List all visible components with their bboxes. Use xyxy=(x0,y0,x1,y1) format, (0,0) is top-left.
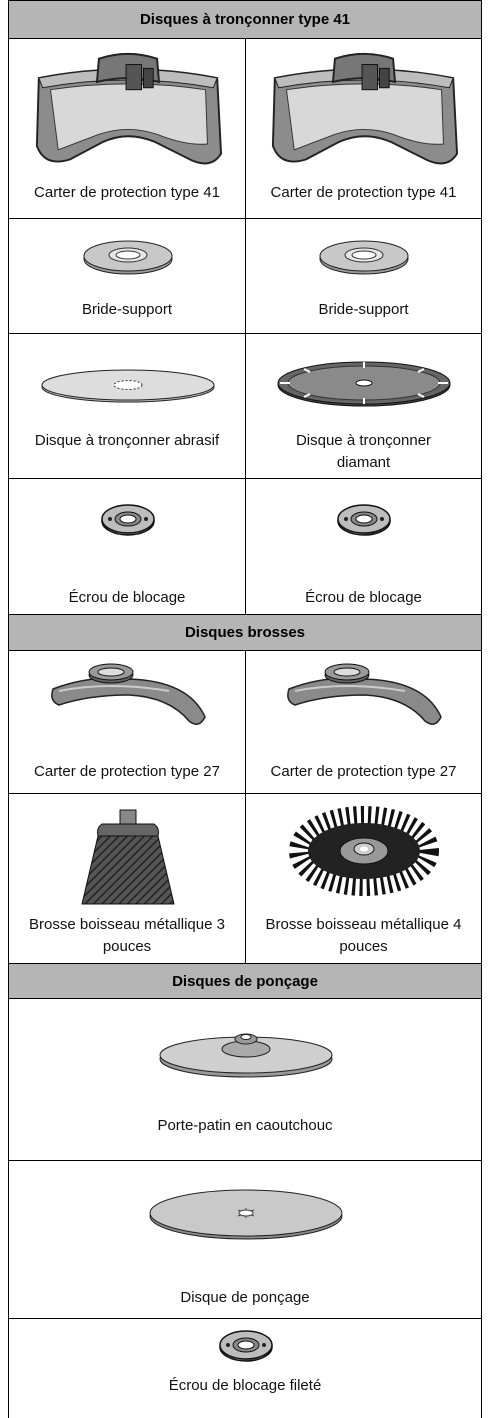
cell: Disque à tronçonner diamant xyxy=(245,333,482,479)
icon xyxy=(216,1325,276,1365)
cell: Carter de protection type 41 xyxy=(8,38,246,219)
cell: Disque à tronçonner abrasif xyxy=(8,333,246,479)
label: Carter de protection type 41 xyxy=(9,182,245,204)
label-text: Écrou de blocage xyxy=(68,589,186,606)
label-text: Disque à tronçonner diamant xyxy=(295,432,432,471)
cell: Bride-support xyxy=(8,218,246,334)
icon xyxy=(274,359,454,409)
label-text: Porte-patin en caoutchouc xyxy=(157,1117,333,1134)
label: Porte-patin en caoutchouc xyxy=(9,1115,481,1137)
icon xyxy=(98,499,158,539)
label-text: Brosse boisseau métallique 4 pouces xyxy=(265,916,462,955)
label: Bride-support xyxy=(246,299,481,321)
cell: Écrou de blocage xyxy=(8,478,246,615)
icon xyxy=(146,1183,346,1243)
icon xyxy=(38,366,218,406)
label-text: Carter de protection type 41 xyxy=(270,184,457,201)
cell: Carter de protection type 27 xyxy=(8,650,246,794)
label-text: Carter de protection type 27 xyxy=(270,763,457,780)
label-text: Carter de protection type 41 xyxy=(34,184,220,201)
icon xyxy=(334,499,394,539)
cell: Écrou de blocage fileté xyxy=(8,1318,482,1418)
section-header: Disques à tronçonner type 41 xyxy=(8,0,482,39)
cell: Écrou de blocage xyxy=(245,478,482,615)
section-header: Disques de ponçage xyxy=(8,963,482,999)
label: Écrou de blocage fileté xyxy=(9,1375,481,1397)
label: Écrou de blocage xyxy=(246,587,481,609)
label: Bride-support xyxy=(9,299,245,321)
cell: Carter de protection type 27 xyxy=(245,650,482,794)
label: Brosse boisseau métallique 4 pouces xyxy=(246,914,481,958)
label: Disque à tronçonner abrasif xyxy=(9,430,245,452)
icon xyxy=(267,49,461,175)
label: Disque de ponçage xyxy=(9,1287,481,1309)
label: Disque à tronçonner diamant xyxy=(246,430,481,474)
icon xyxy=(314,237,414,277)
cell: Brosse boisseau métallique 4 pouces xyxy=(245,793,482,964)
icon xyxy=(284,806,444,896)
label: Écrou de blocage xyxy=(9,587,245,609)
icon xyxy=(31,49,225,175)
cell: Bride-support xyxy=(245,218,482,334)
label-text: Bride-support xyxy=(81,301,173,318)
cell: Porte-patin en caoutchouc xyxy=(8,998,482,1161)
label-text: Écrou de blocage xyxy=(305,589,422,606)
label-text: Brosse boisseau métallique 3 pouces xyxy=(29,916,225,955)
section-header: Disques brosses xyxy=(8,614,482,651)
icon xyxy=(156,1021,336,1081)
cell: Brosse boisseau métallique 3 pouces xyxy=(8,793,246,964)
label-text: Bride-support xyxy=(318,301,409,318)
label-text: Disque de ponçage xyxy=(180,1289,310,1306)
label: Carter de protection type 41 xyxy=(246,182,481,204)
icon xyxy=(285,661,445,731)
label-text: Disque à tronçonner abrasif xyxy=(34,432,220,449)
cell: Carter de protection type 41 xyxy=(245,38,482,219)
label-text: Carter de protection type 27 xyxy=(34,763,220,780)
cell: Disque de ponçage xyxy=(8,1160,482,1319)
icon xyxy=(78,808,178,908)
label: Carter de protection type 27 xyxy=(246,761,481,783)
label: Carter de protection type 27 xyxy=(9,761,245,783)
icon xyxy=(78,237,178,277)
label-text: Écrou de blocage fileté xyxy=(168,1377,322,1394)
icon xyxy=(49,661,209,731)
label: Brosse boisseau métallique 3 pouces xyxy=(9,914,245,958)
